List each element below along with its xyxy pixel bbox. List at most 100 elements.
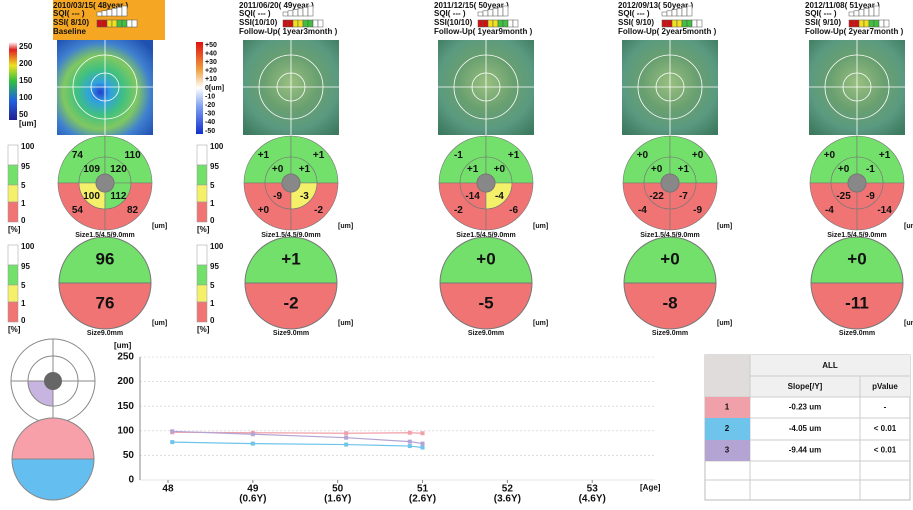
ssi-indicator [513,20,518,27]
percent-scale-label: 95 [210,162,219,171]
exam-ssi: SSI( 9/10) [805,18,841,27]
sector-value: -25 [836,191,851,202]
ssi-indicator [682,20,687,27]
unit-label: [um] [904,320,913,327]
exam-ssi: SSI( 9/10) [618,18,654,27]
x-tick-sublabel: (1.6Y) [324,494,351,505]
percent-scale-label: 5 [21,281,26,290]
percent-bar [8,302,18,322]
exam-column: 2012/09/13( 50year )SQI( --- )SSI( 9/10)… [618,1,732,337]
fovea [848,174,866,192]
ssi-indicator [488,20,493,27]
ssi-indicator [122,20,127,27]
percent-scale-label: [%] [197,225,210,234]
y-tick-label: 200 [117,376,134,387]
sector-value: -9 [273,191,282,202]
thickness-scale-label: 250 [19,42,33,51]
ssi-indicator [102,20,107,27]
unit-label: [um] [717,320,732,327]
fovea [661,174,679,192]
percent-bar [197,285,207,302]
sector-value: +0 [637,150,649,161]
ssi-indicator [97,20,102,27]
ssi-indicator [112,20,117,27]
sector-value: +1 [313,150,325,161]
exam-ssi: SSI(10/10) [239,18,278,27]
trend-point [408,444,412,448]
sqi-indicator [483,11,488,16]
percent-scale-label: [%] [8,225,21,234]
sqi-indicator [97,12,102,16]
sector-value: 100 [83,191,100,202]
ssi-indicator [303,20,308,27]
size-label: Size9.0mm [273,330,309,337]
sector-value: +1 [258,150,270,161]
thickness-scale-label: 100 [19,93,33,102]
percent-bar [8,285,18,302]
fovea [96,174,114,192]
exam-column: 2011/06/20( 49year )SQI( --- )SSI(10/10)… [239,1,353,337]
table-cell: < 0.01 [874,446,897,455]
exam-label: Follow-Up( 1year3month ) [239,27,338,36]
percent-scale-label: 95 [21,262,30,271]
trend-point [421,431,425,435]
trend-point [421,442,425,446]
y-tick-label: 150 [117,401,134,412]
sector-value: +1 [879,150,891,161]
ssi-indicator [498,20,503,27]
sector-value: 109 [83,164,100,175]
ssi-indicator [854,20,859,27]
sector-value: -2 [454,205,463,216]
sector-value: -3 [300,191,309,202]
superior-value: 96 [96,249,115,268]
percent-scale-label: 0 [210,316,215,325]
superior-value: +0 [476,249,495,268]
ssi-indicator [503,20,508,27]
thickness-scale-label: 50 [19,110,28,119]
trend-point [170,440,174,444]
sqi-indicator [112,8,117,16]
percent-scale-label: 95 [21,162,30,171]
trend-point [408,440,412,444]
deviation-scale-label: -50 [205,128,215,135]
ssi-indicator [313,20,318,27]
sector-value: -1 [454,150,463,161]
thickness-colorbar [9,42,17,120]
percent-scale-label: 95 [210,262,219,271]
superior-value: +0 [660,249,679,268]
page: 25020015010050[um]+50+40+30+20+100[um]-1… [0,0,913,505]
percent-bar [8,185,18,202]
sector-value: -1 [866,164,875,175]
percent-scale-label: 0 [210,216,215,225]
sector-value: +1 [678,164,690,175]
sector-value: -14 [465,191,480,202]
exam-label: Follow-Up( 1year9month ) [434,27,533,36]
percent-bar [8,145,18,165]
ssi-indicator [869,20,874,27]
sqi-indicator [488,10,493,16]
ssi-indicator [884,20,889,27]
sqi-indicator [854,11,859,16]
thickness-scale-label: 150 [19,76,33,85]
percent-scale-label: 100 [21,142,35,151]
table-column-header: Slope[/Y] [788,382,823,391]
sqi-indicator [498,7,503,16]
sector-value: -6 [509,205,518,216]
sector-value: 74 [72,150,84,161]
exam-sqi: SQI( --- ) [805,9,837,18]
exam-column: 2011/12/15( 50year )SQI( --- )SSI(10/10)… [434,1,548,337]
sqi-indicator [682,7,687,16]
y-tick-label: 50 [123,450,135,461]
table-header-bg [705,355,750,397]
sector-value: +1 [508,150,520,161]
sector-value: -14 [877,205,892,216]
ssi-indicator [318,20,323,27]
ssi-indicator [849,20,854,27]
percent-scale-label: [%] [8,325,21,334]
sector-value: +0 [494,164,506,175]
percent-scale-label: 0 [21,316,26,325]
deviation-colorbar [196,42,203,134]
sector-value: 110 [125,150,142,161]
percent-scale-label: 1 [21,299,26,308]
inferior-value: 76 [96,293,115,312]
